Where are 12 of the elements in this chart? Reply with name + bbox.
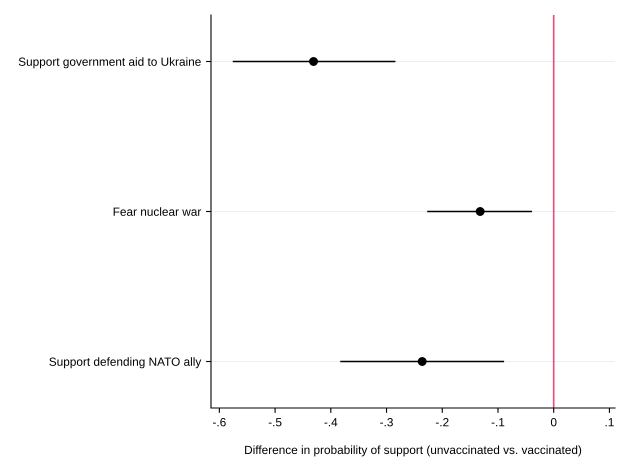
x-tick-label: -.2: [436, 418, 449, 426]
y-tick-label: Fear nuclear war: [114, 207, 202, 216]
x-tick-label: .1: [606, 418, 614, 426]
x-tick-label: -.6: [212, 418, 226, 426]
x-tick-label: -.3: [380, 418, 393, 426]
y-tick-label: Support defending NATO ally: [49, 357, 202, 368]
y-tick-label: Support government aid to Ukraine: [18, 57, 201, 68]
x-tick-label: 0: [550, 418, 557, 426]
x-tick-label: -.1: [492, 418, 504, 426]
x-tick-label: -.5: [268, 418, 282, 426]
x-tick-label: -.4: [324, 418, 338, 426]
x-axis-title: Difference in probability of support (unvaccinated vs. vaccinated): [245, 445, 582, 456]
